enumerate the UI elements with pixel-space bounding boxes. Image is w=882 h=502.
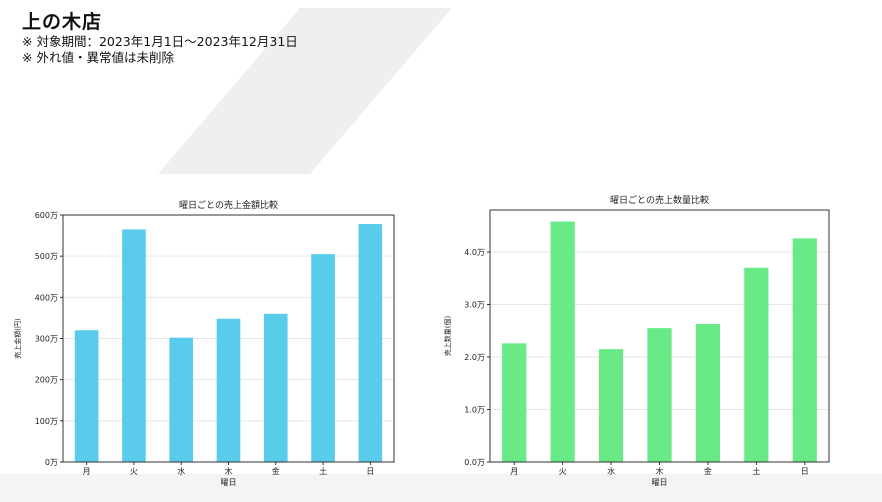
- sales-ytick-label: 200万: [35, 376, 58, 385]
- sales-xtick-label: 火: [130, 467, 138, 476]
- qty-xtick-label: 月: [510, 467, 518, 476]
- sales-xtick-label: 木: [225, 466, 233, 476]
- outlier-note: ※ 外れ値・異常値は未削除: [22, 50, 174, 65]
- qty-xtick-label: 土: [752, 466, 760, 476]
- sales-bar: [169, 337, 194, 462]
- sales-ytick-label: 100万: [35, 417, 58, 426]
- qty-bar: [647, 328, 672, 462]
- sales-xtick-label: 月: [83, 467, 91, 476]
- qty-bar: [502, 343, 527, 462]
- qty-bar: [550, 221, 575, 462]
- qty-bar: [695, 323, 721, 462]
- sales-bar: [263, 313, 288, 462]
- period-note: ※ 対象期間：2023年1月1日〜2023年12月31日: [22, 34, 298, 49]
- sales-ylabel: 売上金額(円): [13, 318, 22, 359]
- sales-xtick-label: 土: [319, 466, 327, 476]
- sales-ytick-label: 400万: [35, 293, 58, 302]
- sales-ytick-label: 500万: [35, 252, 58, 261]
- sales-bar: [358, 224, 383, 462]
- sales-bar: [122, 229, 146, 462]
- qty-ytick-label: 0.0万: [464, 458, 485, 467]
- qty-ytick-label: 4.0万: [464, 248, 485, 257]
- sales-xtick-label: 日: [366, 467, 374, 476]
- sales-bar: [216, 318, 241, 462]
- sales-quantity-chart-svg: 0.0万 1.0万 2.0万 3.0万 4.0万月 火 水 木 金 土 日 曜日ごとの売上数量比較曜日…: [443, 194, 830, 487]
- qty-ytick-label: 2.0万: [464, 353, 485, 362]
- qty-bar: [598, 349, 624, 462]
- sales-title: 曜日ごとの売上金額比較: [179, 199, 278, 211]
- sales-ytick-label: 600万: [35, 211, 58, 220]
- sales-xlabel: 曜日: [221, 478, 237, 487]
- sales-amount-chart: 0万 100万 200万 300万 400万 500万 600万月 火 水 木 金 土 日 曜日ごとの売上…: [10, 190, 405, 492]
- qty-xtick-label: 水: [607, 466, 615, 476]
- sales-xtick-label: 金: [272, 466, 280, 476]
- qty-ytick-label: 3.0万: [464, 301, 485, 310]
- sales-ytick-label: 0万: [45, 458, 58, 467]
- qty-xlabel: 曜日: [652, 478, 668, 487]
- sales-xtick-label: 水: [177, 466, 185, 476]
- qty-title: 曜日ごとの売上数量比較: [610, 194, 709, 206]
- qty-ytick-label: 1.0万: [464, 406, 485, 415]
- qty-bar: [792, 238, 817, 462]
- qty-xtick-label: 火: [559, 467, 567, 476]
- sales-bar: [74, 330, 99, 462]
- qty-xtick-label: 日: [801, 467, 809, 476]
- header: 上の木店 ※ 対象期間：2023年1月1日〜2023年12月31日 ※ 外れ値・…: [22, 10, 298, 66]
- sales-bar: [311, 254, 335, 462]
- qty-xtick-label: 木: [656, 466, 664, 476]
- sales-ytick-label: 300万: [35, 335, 58, 344]
- qty-bar: [744, 267, 769, 462]
- qty-xtick-label: 金: [704, 466, 712, 476]
- qty-ylabel: 売上数量(個): [443, 316, 452, 357]
- sales-quantity-chart: 0.0万 1.0万 2.0万 3.0万 4.0万月 火 水 木 金 土 日 曜日ごとの売上数量比較 曜日…: [440, 186, 840, 492]
- store-title: 上の木店: [22, 11, 103, 33]
